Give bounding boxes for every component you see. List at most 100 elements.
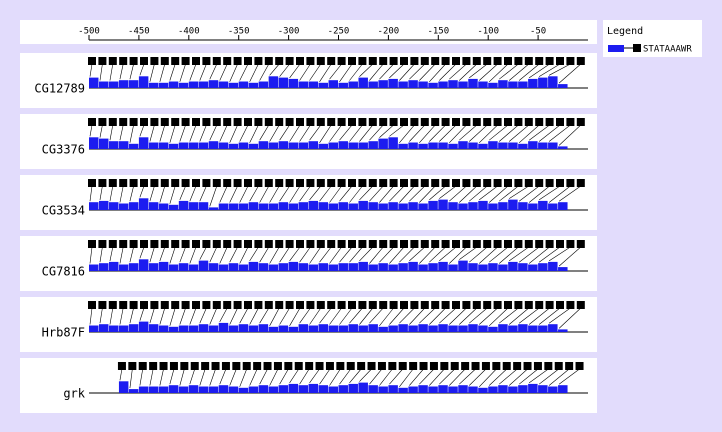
hit-bar: [298, 142, 309, 149]
connector: [229, 124, 238, 143]
connector: [229, 63, 238, 82]
connector: [239, 246, 249, 264]
connector: [359, 368, 372, 382]
hit-bar: [548, 261, 558, 271]
hit-square: [140, 301, 148, 309]
hit-bar: [498, 80, 508, 88]
hit-bar: [528, 264, 538, 271]
hit-bar: [378, 386, 388, 393]
hit-bar: [368, 141, 378, 149]
hit-square: [212, 301, 221, 309]
hit-bar: [538, 385, 548, 393]
hit-bar: [158, 203, 169, 210]
hit-bar: [308, 383, 319, 393]
connector: [369, 63, 384, 81]
connector: [399, 368, 414, 387]
hit-bar: [168, 326, 179, 332]
hit-square: [556, 301, 564, 309]
connector: [279, 63, 290, 77]
hit-square: [389, 57, 398, 65]
hit-square: [254, 240, 263, 248]
connector: [99, 124, 103, 138]
hit-bar: [518, 202, 528, 210]
connector: [189, 185, 197, 202]
hit-bar: [518, 385, 528, 393]
hit-bar: [328, 142, 338, 149]
connector: [439, 185, 457, 199]
connector: [209, 124, 218, 141]
connector: [538, 368, 559, 385]
hit-bar: [348, 263, 358, 271]
connector: [508, 63, 529, 81]
hit-square: [524, 179, 533, 187]
connector: [159, 124, 166, 142]
connector: [299, 307, 311, 324]
hit-square: [88, 179, 96, 187]
connector: [419, 368, 435, 385]
hit-square: [523, 362, 532, 370]
hit-square: [212, 57, 221, 65]
hit-bar: [258, 203, 269, 210]
hit-bar: [138, 386, 149, 393]
connector: [99, 246, 103, 263]
connector: [199, 124, 207, 142]
hit-bar: [198, 260, 209, 271]
hit-square: [273, 362, 282, 370]
hit-square: [181, 179, 190, 187]
connector: [89, 124, 93, 137]
connector: [199, 63, 207, 81]
connector: [209, 185, 218, 207]
hit-bar: [138, 259, 149, 271]
hit-bar: [378, 138, 388, 149]
connector: [419, 246, 436, 264]
hit-square: [452, 179, 460, 187]
hit-square: [150, 57, 159, 65]
hit-square: [420, 240, 429, 248]
hit-bar: [148, 263, 159, 271]
hit-bar: [208, 386, 219, 393]
hit-square: [462, 301, 471, 309]
hit-square: [108, 301, 117, 309]
hit-bar: [508, 142, 518, 149]
hit-bar: [488, 141, 498, 149]
connector: [399, 185, 415, 203]
connector: [479, 124, 498, 144]
hit-bar: [168, 264, 179, 271]
connector: [229, 246, 238, 263]
connector: [279, 368, 289, 385]
hit-square: [576, 57, 585, 65]
hit-bar: [468, 142, 478, 149]
hit-square: [504, 57, 512, 65]
hit-bar: [398, 324, 408, 332]
hit-square: [306, 240, 315, 248]
connector: [429, 368, 445, 386]
connector: [528, 246, 550, 264]
connector: [319, 124, 332, 143]
hit-bar: [468, 263, 478, 271]
hit-bar: [258, 141, 269, 149]
hit-square: [316, 179, 325, 187]
hit-square: [129, 57, 138, 65]
hit-bar: [478, 143, 488, 149]
hit-square: [514, 301, 523, 309]
hit-bar: [318, 202, 329, 210]
hit-square: [535, 118, 544, 126]
hit-square: [472, 57, 481, 65]
hit-square: [202, 240, 211, 248]
hit-bar: [128, 263, 139, 271]
connector: [369, 246, 384, 264]
hit-square: [533, 362, 542, 370]
hit-bar: [298, 202, 309, 210]
connector: [229, 307, 238, 325]
connector: [149, 246, 155, 263]
connector: [119, 307, 124, 325]
hit-bar: [338, 82, 348, 88]
hit-square: [171, 57, 180, 65]
connector: [379, 185, 394, 203]
connector: [259, 63, 270, 81]
hit-bar: [208, 141, 219, 149]
hit-bar: [178, 386, 189, 393]
hit-square: [472, 179, 481, 187]
hit-bar: [188, 264, 199, 271]
connector: [339, 368, 351, 385]
